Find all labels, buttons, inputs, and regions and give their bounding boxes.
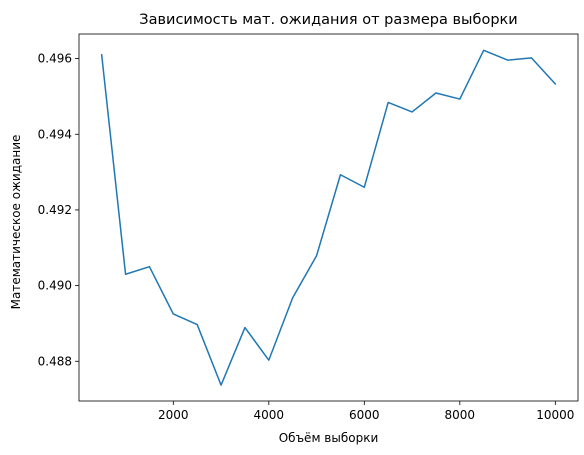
series-line [100,49,557,386]
y-tick-label: 0.496 [38,52,72,66]
y-tick-label: 0.490 [38,279,72,293]
x-tick-label: 6000 [349,408,380,422]
x-tick-label: 10000 [536,408,574,422]
y-tick-label: 0.494 [38,127,72,141]
x-axis-label: Объём выборки [279,431,379,445]
y-axis-label: Математическое ожидание [9,135,23,310]
x-tick-label: 4000 [254,408,285,422]
plot-frame [78,33,579,402]
chart-title: Зависимость мат. ожидания от размера выб… [139,12,517,28]
plot-area: 2000 4000 6000 8000 10000 0.488 0.490 0.492 0.49… [38,33,579,422]
x-tick-label: 2000 [158,408,189,422]
y-tick-label: 0.488 [38,354,72,368]
x-tick-label: 8000 [445,408,476,422]
y-tick-label: 0.492 [38,203,72,217]
